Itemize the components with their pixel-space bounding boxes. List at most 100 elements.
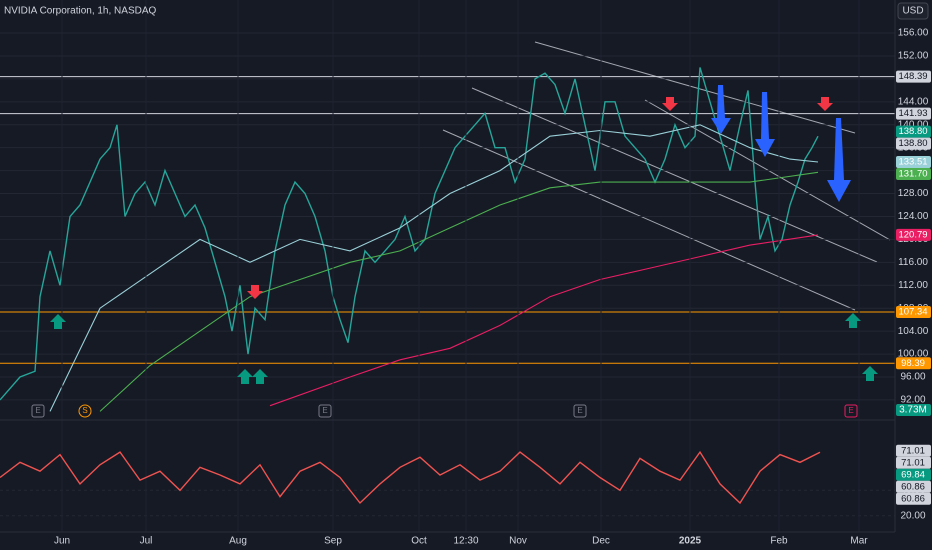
price-tag-label: 107.34 [898, 307, 927, 318]
down-arrow [247, 285, 263, 299]
up-arrow [252, 369, 268, 384]
arrows [50, 85, 878, 384]
price-tag-box [896, 70, 931, 83]
currency-box [897, 2, 929, 20]
price-tag-label: 71.01 [901, 457, 925, 468]
y-tick-label: 20.00 [900, 510, 925, 521]
price-tag: 60.86 [896, 480, 931, 493]
price-tag: 120.79 [896, 228, 931, 241]
drawings [442, 41, 891, 311]
y-tick-label: 116.00 [898, 257, 928, 268]
price-tag: 133.51 [896, 155, 931, 168]
channel-line [471, 87, 878, 263]
y-tick-label: 156.00 [898, 28, 929, 39]
big-arrow [711, 85, 731, 134]
price-tag-box [896, 456, 931, 469]
price-tag: 138.80 [896, 137, 931, 150]
price-tag-label: 138.80 [898, 126, 927, 137]
price-tag-label: 98.39 [901, 358, 925, 369]
up-arrow [862, 366, 878, 381]
y-tick-label: 152.00 [898, 51, 929, 62]
series-line [269, 234, 819, 407]
price-tag: 107.34 [896, 305, 931, 318]
x-tick-label: 2025 [679, 536, 702, 547]
y-tick-label: 128.00 [898, 188, 929, 199]
event-marker-box [573, 404, 587, 418]
price-tag: 98.39 [896, 357, 931, 370]
x-tick-label: Feb [770, 536, 788, 547]
series-line [49, 124, 819, 412]
series-line [99, 171, 819, 412]
up-arrow [845, 313, 861, 328]
price-tag: 148.39 [896, 70, 931, 83]
price-tag-label: 60.86 [901, 493, 925, 504]
currency: USD [902, 6, 923, 17]
event-marker-label: E [322, 406, 327, 415]
price-tag: 131.70 [896, 167, 931, 180]
event-marker-label: E [848, 406, 853, 415]
price-tag: 138.80 [896, 125, 931, 138]
price-tag: 71.01 [896, 456, 931, 469]
x-tick-label: Dec [592, 536, 610, 547]
price-tag-box [896, 480, 931, 493]
price-tag-box [896, 107, 931, 120]
event-marker-label: S [82, 406, 87, 415]
event-marker-box [844, 404, 858, 418]
chart-title: NVIDIA Corporation, 1h, NASDAQ [4, 6, 157, 17]
x-tick-label: Aug [229, 536, 247, 547]
down-arrow [662, 97, 678, 111]
y-tick-label: 96.00 [900, 372, 925, 383]
up-arrow [50, 314, 66, 329]
y-tick-label: 112.00 [898, 280, 928, 291]
price-tag: 141.93 [896, 107, 931, 120]
event-marker-box [31, 404, 45, 418]
price-tag-box [896, 444, 931, 457]
y-tick-label: 124.00 [898, 211, 929, 222]
price-tag-label: 148.39 [898, 71, 927, 82]
price-tag-box [896, 228, 931, 241]
x-tick-label: Mar [850, 536, 868, 547]
channel-line [442, 129, 856, 311]
price-tag-box [896, 137, 931, 150]
event-marker-label: E [577, 406, 582, 415]
price-tag-box [896, 155, 931, 168]
y-tick-label: 144.00 [898, 96, 929, 107]
volume-tag-label: 3.73M [899, 405, 927, 416]
down-arrow [817, 97, 833, 111]
x-tick-label: Nov [509, 536, 527, 547]
x-tick-label: Jul [140, 536, 153, 547]
price-tag-label: 141.93 [898, 108, 927, 119]
y-tick-label: 100.00 [898, 349, 929, 360]
up-arrow [237, 369, 253, 384]
price-tag-label: 60.86 [901, 481, 925, 492]
event-marker-label: E [35, 406, 40, 415]
x-tick-label: Jun [54, 536, 70, 547]
x-tick-label: 12:30 [453, 536, 478, 547]
price-tag-label: 71.01 [901, 445, 925, 456]
big-arrow [827, 118, 851, 202]
event-marker-box [78, 404, 92, 418]
channel-line [534, 41, 856, 134]
price-tag-label: 138.80 [898, 138, 927, 149]
price-tag-box [896, 492, 931, 505]
price-tag-label: 120.79 [898, 229, 927, 240]
price-tag-box [896, 305, 931, 318]
y-tick-label: 140.00 [898, 119, 929, 130]
price-tag-box [896, 125, 931, 138]
y-tick-label: 92.00 [900, 395, 925, 406]
price-tag: 60.86 [896, 492, 931, 505]
price-tag-label: 133.51 [898, 156, 927, 167]
price-tag-box [896, 468, 931, 481]
series-line [0, 450, 821, 505]
price-tag-label: 131.70 [898, 168, 927, 179]
price-tag: 69.84 [896, 468, 931, 481]
x-tick-label: Oct [411, 536, 427, 547]
volume-tag-box [896, 404, 931, 416]
y-tick-label: 104.00 [898, 326, 929, 337]
price-tag-box [896, 357, 931, 370]
x-tick-label: Sep [324, 536, 342, 547]
event-marker-box [318, 404, 332, 418]
price-tag-label: 69.84 [901, 469, 925, 480]
price-tag: 71.01 [896, 444, 931, 457]
